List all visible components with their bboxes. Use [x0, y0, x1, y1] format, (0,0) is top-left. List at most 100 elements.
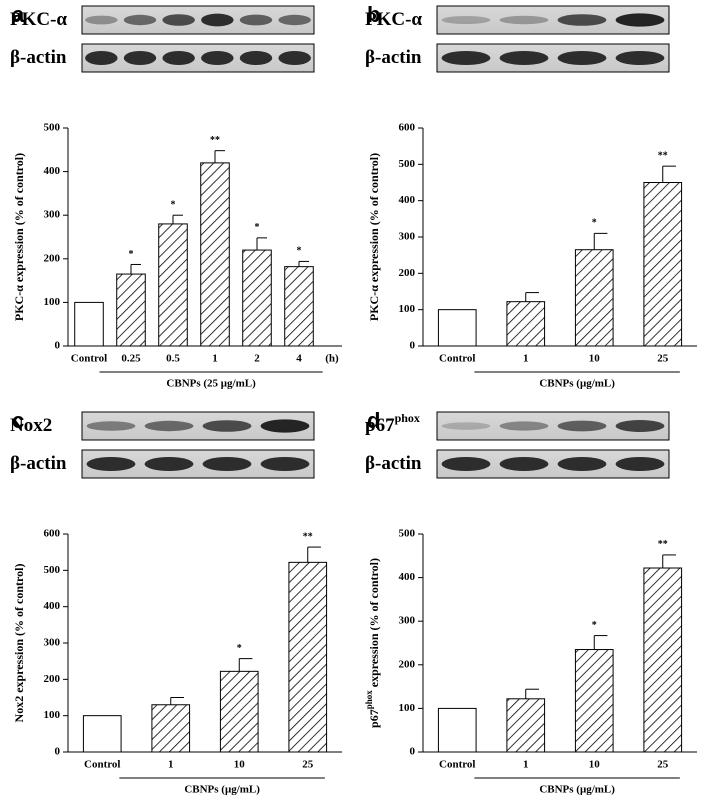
x-tick-label: 1 [168, 759, 174, 771]
x-tick-label: 2 [254, 353, 260, 365]
blot-label: β-actin [10, 47, 67, 68]
x-tick-label: 0.25 [121, 353, 141, 365]
y-tick-label: 100 [399, 303, 416, 315]
x-tick-label: 25 [657, 353, 669, 365]
x-axis-label: CBNPs (μg/mL) [539, 784, 615, 796]
y-label-text: Nox2 expression (% of control) [12, 564, 26, 723]
blot-band [278, 14, 311, 26]
blot [81, 43, 315, 73]
y-tick-label: 400 [399, 194, 416, 206]
bar [288, 561, 328, 753]
blot-band [202, 420, 252, 432]
y-tick-label: 600 [399, 122, 416, 134]
bar [643, 182, 683, 347]
bar [437, 309, 477, 347]
blot-label: PKC-α [10, 9, 67, 30]
blot-band [615, 13, 665, 27]
bar [506, 301, 546, 347]
bar [574, 249, 614, 347]
x-tick-label: 1 [523, 759, 529, 771]
x-axis-label: CBNPs (μg/mL) [539, 378, 615, 390]
blot-band [615, 457, 665, 471]
bar [437, 707, 477, 753]
blot-band [201, 13, 234, 27]
x-tick-label: 0.5 [166, 353, 180, 365]
y-tick-label: 0 [55, 746, 61, 758]
bar [151, 704, 191, 753]
blot-label-text: β-actin [365, 453, 422, 474]
blot-band [615, 420, 665, 432]
y-tick-label: 200 [399, 658, 416, 670]
blot-band [144, 457, 194, 471]
panel-label: a [12, 2, 25, 27]
blot-label-text: PKC-α [365, 9, 422, 30]
blot-label: p67phox [365, 411, 420, 437]
blot-band [239, 14, 273, 26]
y-tick-label: 0 [55, 340, 61, 352]
panel-label: b [367, 2, 380, 27]
y-axis-label: PKC-α expression (% of control) [12, 153, 26, 321]
significance: * [297, 246, 302, 257]
y-label-sup: phox [364, 690, 374, 710]
y-tick-label: 200 [44, 252, 61, 264]
significance: * [171, 199, 176, 210]
blot-label-sup: phox [395, 411, 420, 425]
x-axis-label: CBNPs (μg/mL) [184, 784, 260, 796]
blot-band [499, 51, 549, 65]
blot-band [441, 457, 491, 471]
significance: * [592, 218, 597, 229]
bar [74, 301, 104, 347]
y-label-rest: expression (% of control) [367, 558, 381, 690]
y-tick-label: 400 [44, 165, 61, 177]
significance: * [592, 620, 597, 631]
blot-band [162, 14, 195, 26]
blot-band [85, 15, 118, 25]
y-tick-label: 500 [399, 528, 416, 540]
blot-band [86, 421, 136, 431]
y-tick-label: 400 [44, 600, 61, 612]
significance: * [237, 643, 242, 654]
y-tick-label: 100 [44, 296, 61, 308]
significance: ** [303, 531, 313, 542]
x-tick-label: 25 [657, 759, 669, 771]
blot-band [123, 14, 157, 26]
blot-band [441, 422, 491, 430]
x-tick-label: 10 [234, 759, 246, 771]
panel-label: d [367, 408, 380, 433]
y-tick-label: 0 [410, 746, 416, 758]
blot-band [260, 419, 310, 433]
blot-band [260, 457, 310, 471]
blot-band [86, 457, 136, 471]
blot-label: β-actin [365, 47, 422, 68]
blot-band [499, 421, 549, 431]
blot-band [499, 457, 549, 471]
y-label-text: PKC-α expression (% of control) [367, 153, 381, 321]
y-tick-label: 500 [44, 122, 61, 134]
x-tick-label: 4 [296, 353, 302, 365]
bar [158, 223, 188, 347]
blot-band [499, 15, 549, 25]
x-tick-label: 1 [212, 353, 218, 365]
blot-band [144, 420, 194, 432]
x-tick-label: 10 [589, 759, 601, 771]
y-tick-label: 0 [410, 340, 416, 352]
bar [116, 273, 146, 347]
bar [574, 649, 614, 753]
blot-band [239, 51, 273, 65]
x-tick-label: 1 [523, 353, 529, 365]
blot-label-text: β-actin [10, 453, 67, 474]
blot-label: PKC-α [365, 9, 422, 30]
bar [284, 266, 314, 347]
blot-band [557, 457, 607, 471]
x-tick-label: Control [71, 353, 107, 365]
blot-label-text: β-actin [365, 47, 422, 68]
y-label-text: PKC-α expression (% of control) [12, 153, 26, 321]
panel-label: c [12, 408, 24, 433]
blot-label: β-actin [365, 453, 422, 474]
significance: ** [210, 135, 220, 146]
blot-band [441, 51, 491, 65]
significance: ** [658, 539, 668, 550]
bar [82, 715, 122, 753]
bar [643, 567, 683, 753]
significance: * [129, 249, 134, 260]
